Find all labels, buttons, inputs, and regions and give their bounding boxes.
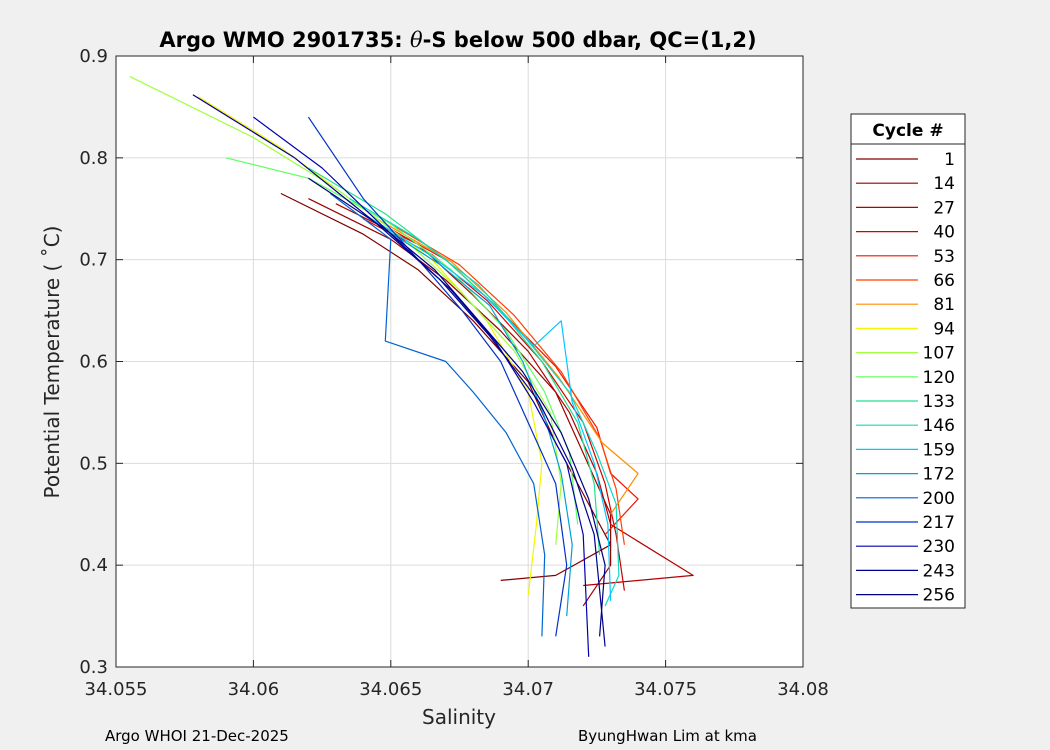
y-tick-label: 0.8 bbox=[79, 148, 108, 169]
series-line-81 bbox=[376, 218, 639, 515]
series-line-1 bbox=[280, 192, 612, 581]
x-tick-label: 34.08 bbox=[777, 679, 829, 700]
legend-label-133: 133 bbox=[923, 392, 955, 412]
legend-label-159: 159 bbox=[923, 440, 955, 460]
x-tick-label: 34.075 bbox=[634, 679, 697, 700]
data-series-group bbox=[129, 75, 694, 657]
series-line-133 bbox=[308, 167, 601, 556]
legend-label-1: 1 bbox=[944, 150, 955, 170]
y-tick-label: 0.9 bbox=[79, 46, 108, 67]
series-line-200 bbox=[329, 193, 546, 637]
x-axis-label: Salinity bbox=[422, 705, 496, 729]
legend-label-14: 14 bbox=[933, 174, 955, 194]
x-tick-label: 34.06 bbox=[228, 679, 280, 700]
legend-box bbox=[850, 113, 966, 609]
legend-title: Cycle # bbox=[872, 121, 943, 141]
series-line-243 bbox=[192, 94, 606, 647]
series-line-256 bbox=[308, 177, 606, 637]
y-tick-label: 0.6 bbox=[79, 352, 108, 373]
legend-label-256: 256 bbox=[923, 586, 955, 606]
legend: Cycle # 1 14 27 40 53 66 81 94 107 120 133 146 159 17… bbox=[850, 113, 966, 609]
legend-label-146: 146 bbox=[923, 416, 955, 436]
y-axis-label: Potential Temperature ( ˚C) bbox=[40, 226, 64, 499]
y-tick-label: 0.4 bbox=[79, 555, 108, 576]
series-line-27 bbox=[335, 203, 694, 587]
grid bbox=[115, 55, 804, 668]
legend-label-27: 27 bbox=[933, 198, 955, 218]
x-tick-label: 34.07 bbox=[502, 679, 554, 700]
legend-label-53: 53 bbox=[933, 247, 955, 267]
legend-label-172: 172 bbox=[923, 465, 955, 485]
legend-label-107: 107 bbox=[923, 344, 955, 364]
legend-items: 1 14 27 40 53 66 81 94 107 120 133 146 159 172 200 217 2… bbox=[856, 150, 955, 606]
series-line-230 bbox=[253, 116, 590, 657]
y-tick-label: 0.5 bbox=[79, 453, 108, 474]
legend-label-81: 81 bbox=[933, 295, 955, 315]
series-line-146 bbox=[349, 198, 620, 607]
x-tick-label: 34.065 bbox=[359, 679, 422, 700]
footer-right: ByungHwan Lim at kma bbox=[578, 727, 757, 745]
axis-ticks: 34.055 34.06 34.065 34.07 34.075 34.08 0.3 0.4 0… bbox=[79, 46, 828, 700]
series-line-66 bbox=[390, 223, 625, 545]
x-tick-label: 34.055 bbox=[85, 679, 148, 700]
legend-label-230: 230 bbox=[923, 537, 955, 557]
chart-title: Argo WMO 2901735: θ-S below 500 dbar, QC… bbox=[159, 28, 756, 52]
legend-label-243: 243 bbox=[923, 561, 955, 581]
legend-label-40: 40 bbox=[933, 223, 955, 243]
legend-label-66: 66 bbox=[933, 271, 955, 291]
y-tick-label: 0.3 bbox=[79, 657, 108, 678]
legend-label-94: 94 bbox=[933, 319, 955, 339]
series-line-159 bbox=[362, 213, 612, 601]
legend-label-217: 217 bbox=[923, 513, 955, 533]
y-tick-label: 0.7 bbox=[79, 250, 108, 271]
footer-left: Argo WHOI 21-Dec-2025 bbox=[105, 727, 289, 745]
series-line-217 bbox=[307, 116, 568, 637]
legend-label-120: 120 bbox=[923, 368, 955, 388]
legend-label-200: 200 bbox=[923, 489, 955, 509]
